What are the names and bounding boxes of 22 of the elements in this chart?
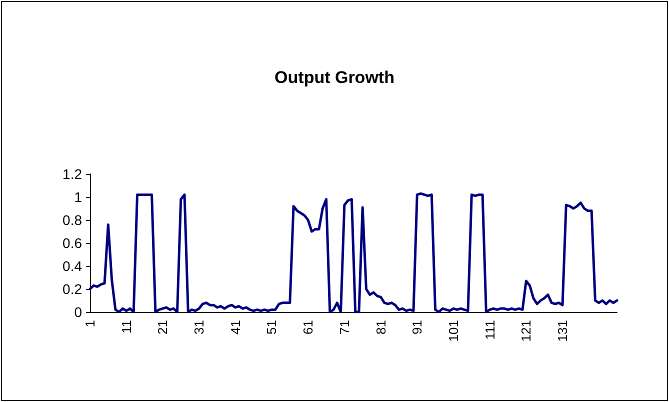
x-tick-label: 101 [446,320,461,342]
y-tick-label: 0.4 [62,258,82,274]
x-tick-label: 71 [336,320,352,334]
x-tick-label: 81 [373,320,388,334]
x-tick-label: 51 [264,320,280,334]
x-tick-label: 1 [82,320,98,328]
y-tick-label: 0.8 [62,212,82,228]
chart-title: Output Growth [274,68,394,87]
y-tick-label: 0.2 [62,281,82,297]
y-tick-label: 1 [74,189,82,205]
x-tick-label: 91 [410,320,425,334]
x-tick-label: 41 [228,320,243,334]
y-tick-label: 0 [74,304,82,320]
y-tick-label: 1.2 [62,166,82,182]
x-tick-label: 121 [518,320,534,342]
x-tick-label: 111 [482,320,498,340]
x-tick-label: 21 [155,320,170,334]
x-tick-label: 61 [300,320,316,334]
x-tick-label: 131 [554,320,570,342]
x-tick-label: 31 [192,320,207,334]
x-tick-label: 11 [118,320,134,334]
y-tick-label: 0.6 [62,235,82,251]
